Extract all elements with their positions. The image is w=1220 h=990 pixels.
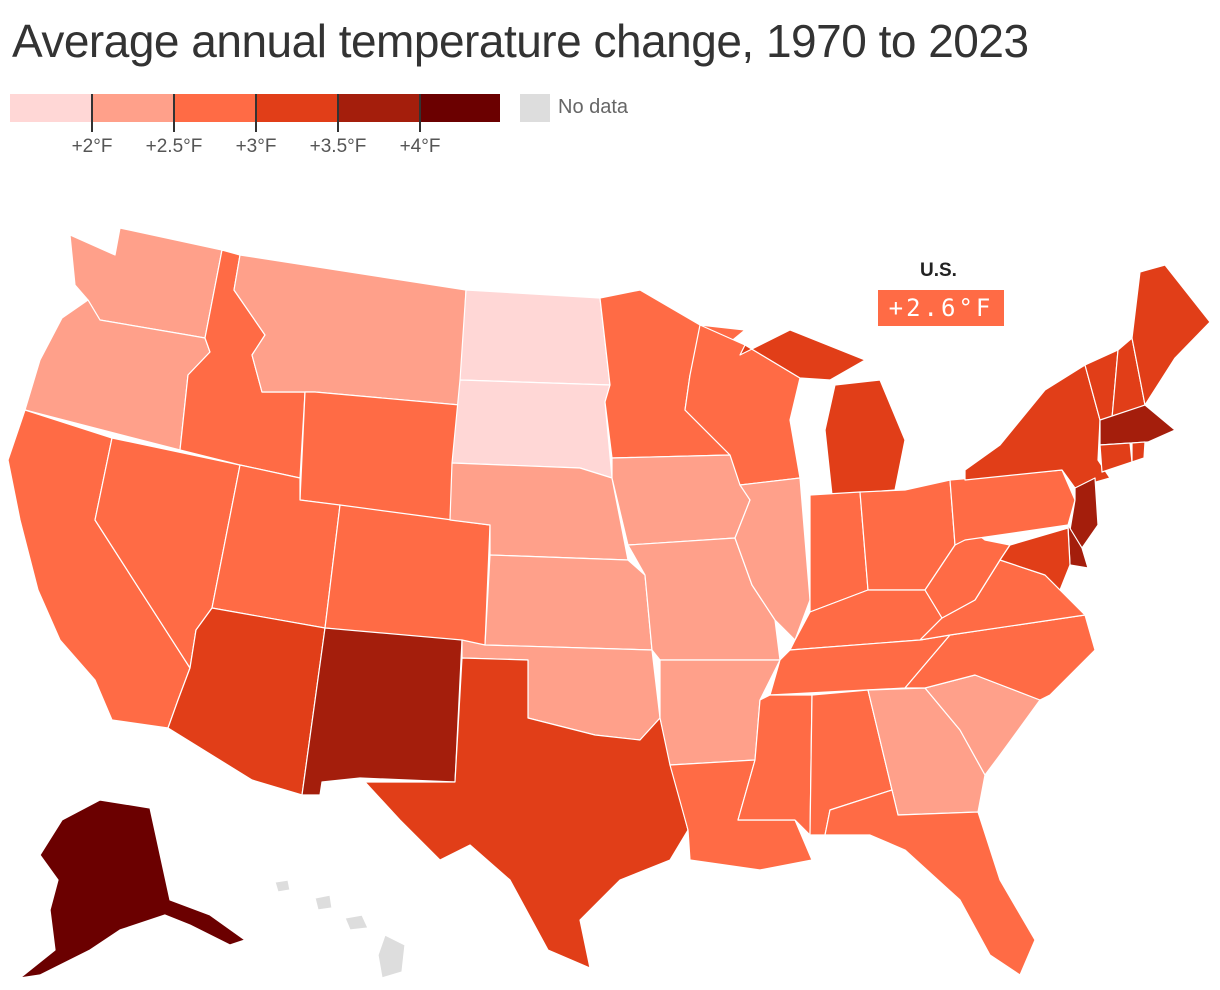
legend-swatch-3 (256, 94, 338, 122)
nodata-label: No data (558, 96, 629, 118)
legend-swatches (10, 94, 500, 122)
legend-swatch-2 (174, 94, 256, 122)
state-tx[interactable] (364, 657, 689, 969)
legend-tick-label-4: +4°F (399, 136, 441, 157)
state-wy[interactable] (299, 391, 461, 521)
state-il[interactable] (734, 477, 811, 641)
nodata-swatch (520, 94, 550, 122)
state-ny[interactable] (964, 364, 1111, 489)
state-co[interactable] (324, 504, 491, 646)
state-ri[interactable] (1131, 441, 1146, 463)
state-hi[interactable] (274, 879, 406, 979)
state-md[interactable] (999, 527, 1071, 591)
national-value-badge: +2.6°F (878, 290, 1004, 326)
chart-title: Average annual temperature change, 1970 … (12, 15, 1029, 67)
legend-swatch-1 (92, 94, 174, 122)
legend-tick-3 (337, 94, 339, 132)
legend-swatch-0 (10, 94, 92, 122)
state-me[interactable] (1131, 264, 1211, 406)
state-ma[interactable] (1099, 404, 1176, 446)
state-ct[interactable] (1099, 442, 1133, 473)
state-nm[interactable] (301, 627, 463, 796)
legend-swatch-4 (338, 94, 420, 122)
state-ia[interactable] (611, 454, 751, 546)
legend-tick-label-3: +3.5°F (309, 136, 367, 157)
state-sd[interactable] (451, 379, 613, 479)
state-nd[interactable] (459, 289, 611, 386)
state-mt[interactable] (233, 254, 467, 406)
state-ak[interactable] (19, 799, 246, 979)
color-legend: +2°F +2.5°F +3°F +3.5°F +4°F No data (10, 94, 650, 164)
state-fl[interactable] (824, 789, 1036, 976)
national-label: U.S. (920, 260, 957, 281)
legend-tick-0 (91, 94, 93, 132)
legend-tick-1 (173, 94, 175, 132)
state-ks[interactable] (484, 554, 653, 651)
legend-swatch-5 (420, 94, 500, 122)
legend-tick-label-0: +2°F (71, 136, 113, 157)
legend-tick-label-2: +3°F (235, 136, 277, 157)
legend-tick-4 (419, 94, 421, 132)
legend-tick-2 (255, 94, 257, 132)
legend-tick-label-1: +2.5°F (145, 136, 203, 157)
